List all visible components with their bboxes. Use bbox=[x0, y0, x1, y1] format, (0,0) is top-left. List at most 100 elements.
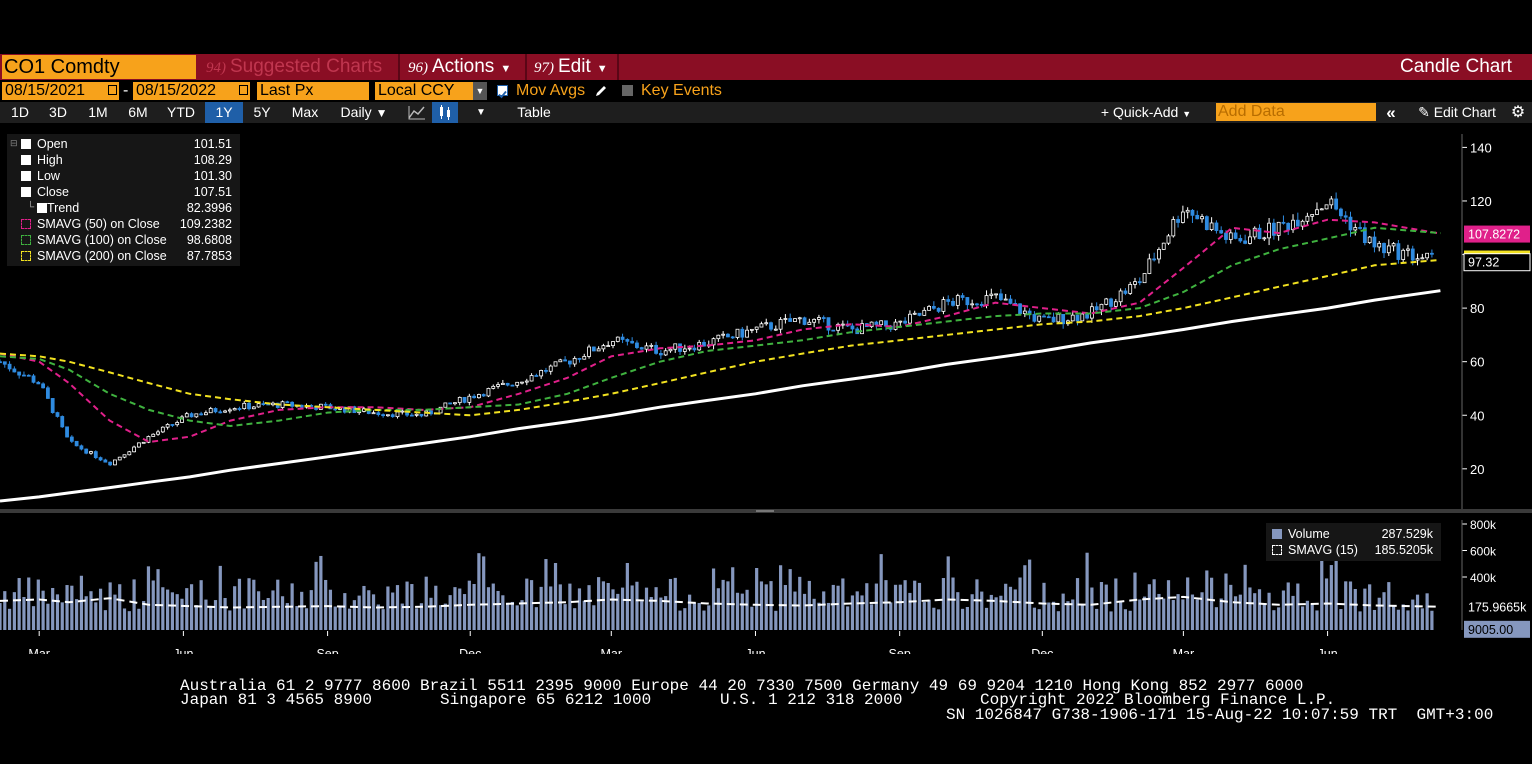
volume-bar bbox=[410, 584, 414, 630]
volume-bar bbox=[558, 584, 562, 630]
volume-bar bbox=[711, 568, 716, 630]
candle-chart-button[interactable] bbox=[432, 102, 458, 123]
candle-body bbox=[1022, 310, 1027, 315]
candle-body bbox=[558, 359, 563, 363]
candle-body bbox=[874, 321, 879, 326]
price-field-select[interactable]: Last Px bbox=[257, 82, 369, 100]
volume-bar bbox=[1210, 577, 1214, 630]
x-month-label: Mar bbox=[1173, 647, 1195, 654]
volume-bar bbox=[1363, 588, 1367, 630]
candle-body bbox=[754, 326, 759, 330]
period-ytd[interactable]: YTD bbox=[167, 104, 195, 120]
volume-bar bbox=[1420, 608, 1424, 630]
period-5y[interactable]: 5Y bbox=[253, 104, 271, 120]
legend-value: 107.51 bbox=[193, 185, 232, 199]
candle-body bbox=[544, 370, 548, 372]
volume-bar bbox=[75, 599, 79, 630]
candle-body bbox=[1271, 222, 1276, 236]
volume-bar bbox=[1166, 580, 1171, 630]
currency-select[interactable]: Local CCY ▼ bbox=[375, 82, 487, 100]
add-data-input[interactable]: Add Data bbox=[1216, 103, 1376, 121]
collapse-legend-icon[interactable]: ⊟ bbox=[10, 138, 18, 148]
candle-body bbox=[271, 402, 275, 406]
table-button[interactable]: Table bbox=[517, 104, 551, 120]
y-tick-label: 120 bbox=[1470, 194, 1492, 209]
last-price-tag-border bbox=[1463, 253, 1531, 272]
period-1m[interactable]: 1M bbox=[88, 104, 108, 120]
period-1y[interactable]: 1Y bbox=[205, 102, 243, 123]
volume-bar bbox=[630, 585, 634, 630]
edit-chart-button[interactable]: ✎ Edit Chart bbox=[1408, 102, 1506, 123]
ticker-field[interactable]: CO1 Comdty bbox=[2, 55, 196, 79]
volume-bar bbox=[0, 603, 2, 630]
legend-high: High 108.29 bbox=[21, 152, 236, 168]
candle-body bbox=[802, 317, 807, 325]
candle-body bbox=[22, 374, 26, 377]
volume-bar bbox=[482, 556, 486, 630]
period-1d[interactable]: 1D bbox=[11, 104, 29, 120]
price-chart[interactable]: 20406080100120140800k600k400k107.827297.… bbox=[0, 124, 1532, 654]
volume-bar bbox=[1214, 607, 1219, 630]
candle-body bbox=[572, 358, 577, 365]
volume-bar bbox=[937, 609, 941, 630]
candle-body bbox=[93, 451, 98, 459]
legend-sma100: SMAVG (100) on Close 98.6808 bbox=[21, 232, 236, 248]
volume-bar bbox=[333, 606, 337, 630]
volume-bar bbox=[122, 608, 127, 630]
chevron-down-icon[interactable]: ▼ bbox=[473, 82, 487, 100]
volume-bar bbox=[798, 576, 802, 630]
period-6m[interactable]: 6M bbox=[128, 104, 148, 120]
gear-icon[interactable]: ⚙ bbox=[1510, 104, 1526, 121]
candle-body bbox=[136, 442, 141, 448]
volume-bar bbox=[36, 579, 40, 630]
suggested-charts-button[interactable]: 94) Suggested Charts bbox=[206, 54, 382, 80]
key-events-checkbox[interactable] bbox=[622, 85, 633, 96]
volume-bar bbox=[343, 593, 347, 630]
volume-bar bbox=[975, 579, 979, 630]
candle-body bbox=[773, 328, 778, 331]
candle-body bbox=[783, 318, 788, 320]
candle-body bbox=[927, 306, 931, 311]
x-month-label: Sep bbox=[889, 647, 911, 654]
calendar-icon[interactable] bbox=[239, 85, 248, 95]
end-date-field[interactable]: 08/15/2022 bbox=[133, 82, 250, 100]
period-max[interactable]: Max bbox=[291, 104, 319, 120]
period-3d[interactable]: 3D bbox=[49, 104, 67, 120]
frequency-select[interactable]: Daily ▼ bbox=[334, 102, 394, 123]
quick-add-button[interactable]: + Quick-Add ▼ bbox=[1090, 102, 1202, 123]
edit-label: Edit bbox=[558, 56, 591, 77]
panel-resize-handle bbox=[756, 510, 774, 512]
candle-body bbox=[1319, 208, 1324, 211]
mov-avgs-checkbox[interactable] bbox=[497, 85, 508, 99]
chart-style-dropdown[interactable]: ▼ bbox=[470, 102, 492, 123]
x-month-label: Jun bbox=[745, 647, 765, 654]
date-separator: - bbox=[123, 82, 129, 99]
collapse-icon[interactable]: « bbox=[1386, 103, 1396, 122]
volume-bar bbox=[137, 608, 141, 630]
candle-body bbox=[826, 317, 831, 331]
volume-bar bbox=[1152, 579, 1156, 630]
candle-body bbox=[1305, 215, 1310, 222]
actions-menu[interactable]: 96) Actions ▼ bbox=[408, 54, 511, 80]
candle-body bbox=[1003, 298, 1008, 301]
edit-menu[interactable]: 97) Edit ▼ bbox=[534, 54, 608, 80]
calendar-icon[interactable] bbox=[108, 85, 117, 95]
volume-bar bbox=[1147, 584, 1151, 630]
start-date-value: 08/15/2021 bbox=[5, 82, 86, 99]
line-chart-icon[interactable] bbox=[407, 104, 427, 121]
candle-body bbox=[160, 426, 165, 433]
volume-bar bbox=[999, 595, 1003, 630]
volume-bar bbox=[1248, 587, 1252, 630]
candle-body bbox=[649, 344, 654, 347]
key-events-label: Key Events bbox=[641, 82, 722, 99]
end-date-value: 08/15/2022 bbox=[136, 82, 217, 99]
frequency-value: Daily bbox=[340, 104, 372, 120]
candle-body bbox=[903, 320, 908, 324]
candle-body bbox=[251, 406, 256, 410]
volume-bar bbox=[927, 599, 931, 630]
candle-body bbox=[1166, 235, 1171, 244]
candle-body bbox=[1133, 281, 1137, 285]
pencil-icon[interactable] bbox=[594, 84, 608, 98]
x-month-label: Dec bbox=[459, 647, 481, 654]
start-date-field[interactable]: 08/15/2021 bbox=[2, 82, 119, 100]
